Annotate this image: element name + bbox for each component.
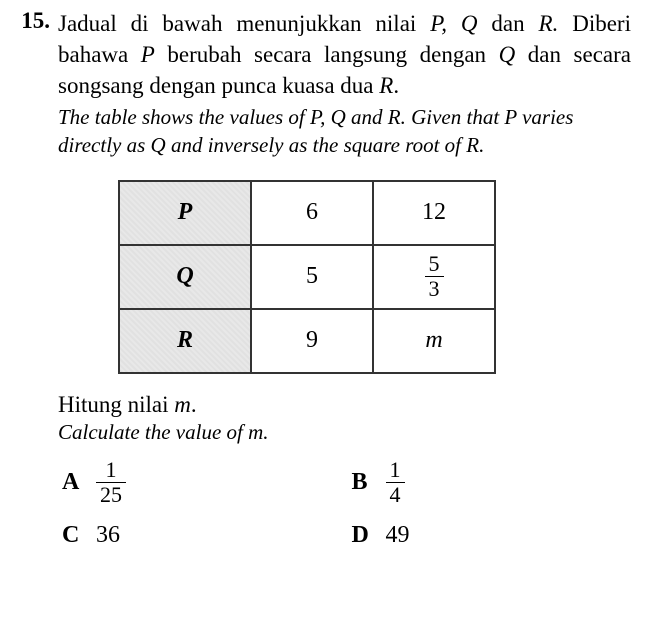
table-cell-p2: 12 — [373, 181, 495, 245]
option-b[interactable]: B 1 4 — [352, 459, 632, 506]
table-header-r: R — [119, 309, 251, 373]
table-cell-r2: m — [373, 309, 495, 373]
data-table: P 6 12 Q 5 5 3 — [118, 180, 496, 374]
fraction-numerator: 1 — [96, 459, 126, 483]
malay-var-p: P — [141, 42, 155, 67]
malay-vars-r: R. — [525, 11, 559, 36]
option-b-fraction: 1 4 — [386, 459, 405, 506]
fraction-numerator: 5 — [425, 253, 444, 277]
malay-var-r2: R — [379, 73, 393, 98]
malay-var-q: Q — [499, 42, 516, 67]
malay-and: dan — [491, 11, 524, 36]
data-table-wrap: P 6 12 Q 5 5 3 — [118, 180, 631, 374]
malay-text-3c: . — [393, 73, 399, 98]
option-a-fraction: 1 25 — [96, 459, 126, 506]
question-english: The table shows the values of P, Q and R… — [58, 103, 631, 160]
calc-prompt-english: Calculate the value of m. — [58, 420, 631, 445]
option-letter: A — [62, 469, 84, 496]
table-cell-q1: 5 — [251, 245, 373, 309]
fraction-numerator: 1 — [386, 459, 405, 483]
table-cell-r1: 9 — [251, 309, 373, 373]
option-value: 49 — [386, 522, 410, 549]
fraction-q2: 5 3 — [425, 253, 444, 300]
table-row: P 6 12 — [119, 181, 495, 245]
calc-malay-b: . — [191, 392, 197, 417]
malay-text-2b: berubah secara langsung dengan — [155, 42, 486, 67]
malay-vars-pq: P, Q — [416, 11, 491, 36]
option-letter: D — [352, 522, 374, 549]
option-a[interactable]: A 1 25 — [62, 459, 342, 506]
answer-options: A 1 25 B 1 4 — [58, 459, 631, 549]
question-number: 15. — [18, 8, 50, 549]
option-letter: C — [62, 522, 84, 549]
option-letter: B — [352, 469, 374, 496]
option-value: 1 4 — [386, 459, 405, 506]
fraction-denominator: 25 — [96, 483, 126, 506]
fraction-denominator: 4 — [386, 483, 405, 506]
option-c[interactable]: C 36 — [62, 522, 342, 549]
page: 15. Jadual di bawah menunjukkan nilai P,… — [0, 0, 661, 557]
calc-prompt-malay: Hitung nilai m. — [58, 392, 631, 418]
question-block: 15. Jadual di bawah menunjukkan nilai P,… — [18, 8, 631, 549]
calc-malay-a: Hitung nilai — [58, 392, 174, 417]
calc-malay-var: m — [174, 392, 191, 417]
option-value: 36 — [96, 522, 120, 549]
option-d[interactable]: D 49 — [352, 522, 632, 549]
fraction-denominator: 3 — [425, 277, 444, 300]
option-value: 1 25 — [96, 459, 126, 506]
table-header-p: P — [119, 181, 251, 245]
table-row: Q 5 5 3 — [119, 245, 495, 309]
question-body: Jadual di bawah menunjukkan nilai P, Q d… — [58, 8, 631, 549]
malay-text-1: Jadual di bawah menunjukkan nilai — [58, 11, 416, 36]
table-header-q: Q — [119, 245, 251, 309]
table-cell-p1: 6 — [251, 181, 373, 245]
table-cell-q2: 5 3 — [373, 245, 495, 309]
question-malay: Jadual di bawah menunjukkan nilai P, Q d… — [58, 8, 631, 101]
table-row: R 9 m — [119, 309, 495, 373]
